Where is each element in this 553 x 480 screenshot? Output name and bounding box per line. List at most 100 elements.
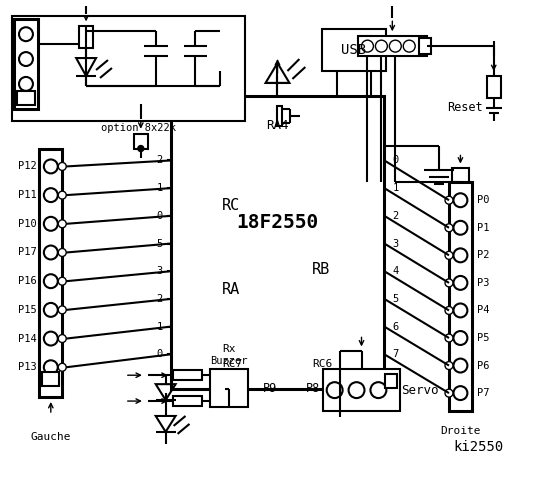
Text: P4: P4 bbox=[477, 305, 489, 315]
Circle shape bbox=[453, 303, 467, 317]
Text: P14: P14 bbox=[18, 334, 36, 344]
Circle shape bbox=[375, 40, 387, 52]
Bar bbox=[43, 372, 59, 386]
Text: ki2550: ki2550 bbox=[453, 440, 504, 454]
Text: 0: 0 bbox=[156, 211, 163, 221]
Bar bbox=[419, 38, 431, 54]
Circle shape bbox=[44, 159, 58, 173]
Text: option 8x22k: option 8x22k bbox=[101, 123, 176, 132]
Bar bbox=[13, 19, 38, 109]
Text: P8: P8 bbox=[306, 382, 320, 395]
Text: P13: P13 bbox=[18, 362, 36, 372]
Circle shape bbox=[445, 306, 453, 314]
Text: Droite: Droite bbox=[440, 426, 481, 436]
Bar bbox=[12, 16, 245, 120]
Circle shape bbox=[371, 382, 387, 398]
Circle shape bbox=[138, 145, 144, 152]
Text: RB: RB bbox=[311, 263, 330, 277]
Circle shape bbox=[453, 276, 467, 290]
Circle shape bbox=[19, 52, 33, 66]
Circle shape bbox=[58, 277, 66, 285]
Circle shape bbox=[403, 40, 415, 52]
Circle shape bbox=[453, 248, 467, 262]
Circle shape bbox=[348, 382, 364, 398]
Circle shape bbox=[453, 193, 467, 207]
Text: P2: P2 bbox=[477, 251, 489, 260]
Circle shape bbox=[58, 191, 66, 199]
Text: P11: P11 bbox=[18, 190, 36, 200]
Circle shape bbox=[445, 279, 453, 287]
Text: 3: 3 bbox=[156, 266, 163, 276]
Bar bbox=[487, 76, 500, 98]
Bar bbox=[358, 36, 427, 56]
Circle shape bbox=[19, 77, 33, 91]
Bar bbox=[210, 369, 248, 407]
Text: Gauche: Gauche bbox=[30, 432, 71, 442]
Bar bbox=[278, 106, 283, 126]
Circle shape bbox=[445, 252, 453, 259]
Bar bbox=[452, 168, 469, 182]
Bar bbox=[173, 370, 202, 380]
Text: RA: RA bbox=[222, 282, 241, 297]
Circle shape bbox=[58, 249, 66, 256]
Text: 4: 4 bbox=[392, 266, 399, 276]
Text: RA4: RA4 bbox=[266, 119, 289, 132]
Bar bbox=[17, 91, 35, 105]
Circle shape bbox=[58, 363, 66, 371]
Circle shape bbox=[19, 27, 33, 41]
Circle shape bbox=[445, 334, 453, 342]
Text: P0: P0 bbox=[477, 195, 489, 205]
Text: 2: 2 bbox=[156, 294, 163, 304]
Text: USB: USB bbox=[342, 43, 367, 57]
Circle shape bbox=[453, 221, 467, 235]
Circle shape bbox=[327, 382, 343, 398]
Circle shape bbox=[58, 162, 66, 170]
Text: P17: P17 bbox=[18, 248, 36, 257]
Text: P10: P10 bbox=[18, 219, 36, 229]
Circle shape bbox=[445, 361, 453, 370]
Circle shape bbox=[453, 331, 467, 345]
Text: P16: P16 bbox=[18, 276, 36, 286]
Circle shape bbox=[362, 40, 373, 52]
Text: Servo: Servo bbox=[401, 384, 439, 396]
Text: 3: 3 bbox=[392, 239, 399, 249]
Bar bbox=[322, 29, 387, 71]
Circle shape bbox=[445, 196, 453, 204]
Circle shape bbox=[58, 220, 66, 228]
Text: 0: 0 bbox=[392, 156, 399, 166]
Bar bbox=[171, 96, 384, 389]
Bar bbox=[134, 133, 148, 148]
Text: 2: 2 bbox=[156, 156, 163, 166]
Text: RC7: RC7 bbox=[222, 359, 243, 369]
Text: Reset: Reset bbox=[447, 101, 483, 114]
Text: Rx: Rx bbox=[222, 344, 236, 354]
Circle shape bbox=[44, 332, 58, 346]
Circle shape bbox=[445, 224, 453, 232]
Text: RC6: RC6 bbox=[312, 359, 333, 369]
Text: P12: P12 bbox=[18, 161, 36, 171]
Circle shape bbox=[445, 389, 453, 397]
Circle shape bbox=[453, 359, 467, 372]
Text: 1: 1 bbox=[392, 183, 399, 193]
Text: 18F2550: 18F2550 bbox=[236, 213, 319, 232]
Text: 7: 7 bbox=[392, 349, 399, 360]
Text: 1: 1 bbox=[156, 183, 163, 193]
Circle shape bbox=[58, 306, 66, 314]
Text: Buzzer: Buzzer bbox=[211, 356, 248, 366]
Text: RC: RC bbox=[222, 198, 241, 213]
Text: 0: 0 bbox=[156, 349, 163, 360]
Bar bbox=[385, 374, 397, 388]
Text: 1: 1 bbox=[156, 322, 163, 332]
Bar bbox=[449, 182, 472, 411]
Circle shape bbox=[453, 386, 467, 400]
Circle shape bbox=[44, 246, 58, 260]
Circle shape bbox=[58, 335, 66, 343]
Circle shape bbox=[44, 188, 58, 202]
Circle shape bbox=[44, 360, 58, 374]
Text: 5: 5 bbox=[392, 294, 399, 304]
Text: 2: 2 bbox=[392, 211, 399, 221]
Text: P5: P5 bbox=[477, 333, 489, 343]
Circle shape bbox=[44, 217, 58, 231]
Text: P7: P7 bbox=[477, 388, 489, 398]
Bar bbox=[323, 369, 400, 411]
